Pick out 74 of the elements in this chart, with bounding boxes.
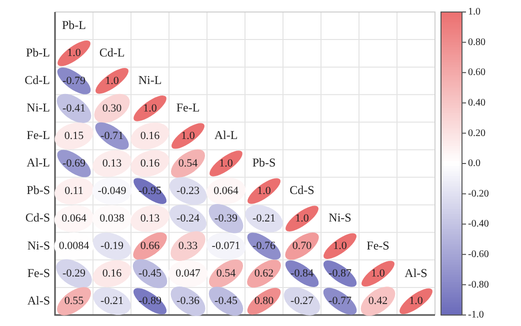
data-label: -0.19 xyxy=(100,240,124,252)
data-label: 0.80 xyxy=(254,295,274,308)
data-label: 0.16 xyxy=(140,157,160,170)
data-label: -0.23 xyxy=(176,184,200,197)
y-tick-label: Al-L xyxy=(26,156,50,170)
data-label: 1.0 xyxy=(409,295,424,308)
color-bar-label: 0.60 xyxy=(468,67,486,78)
data-label: 1.0 xyxy=(257,184,272,197)
y-tick-label: Cd-L xyxy=(24,73,50,88)
data-label: 1.0 xyxy=(67,47,82,60)
data-label: -0.71 xyxy=(100,130,124,142)
data-label: -0.21 xyxy=(100,295,124,308)
y-tick-label: Al-S xyxy=(27,293,50,308)
color-bar-label: -0.60 xyxy=(468,249,489,260)
data-label: 0.11 xyxy=(64,184,84,197)
data-label: -0.69 xyxy=(62,157,86,170)
data-label: -0.049 xyxy=(98,184,127,197)
data-label: -0.071 xyxy=(212,240,240,252)
data-label: 0.13 xyxy=(102,157,122,170)
data-label: -0.77 xyxy=(328,295,352,308)
data-label: -0.24 xyxy=(176,212,200,224)
data-label: 0.038 xyxy=(100,212,125,224)
data-label: 0.42 xyxy=(368,295,388,308)
data-label: 0.33 xyxy=(178,240,198,252)
color-bar-label: 1.0 xyxy=(468,6,480,18)
color-bar-label: -1.0 xyxy=(468,310,484,321)
y-tick-label: Pb-L xyxy=(26,45,50,60)
data-label: 1.0 xyxy=(105,74,120,87)
y-tick-label: Pb-S xyxy=(26,183,50,198)
data-label: 0.55 xyxy=(64,295,84,308)
data-label: 0.064 xyxy=(62,212,87,224)
y-tick-label: Fe-L xyxy=(26,128,50,142)
data-label: 0.064 xyxy=(214,184,239,197)
y-tick-label: Fe-S xyxy=(27,266,50,280)
data-label: -0.89 xyxy=(138,295,162,308)
data-label: -0.45 xyxy=(214,295,238,308)
data-label: 1.0 xyxy=(219,157,234,170)
data-label: -0.29 xyxy=(62,268,86,280)
data-label: -0.39 xyxy=(214,212,238,224)
data-label: 1.0 xyxy=(295,212,310,224)
color-bar-label: -0.40 xyxy=(468,218,489,230)
data-label: 0.16 xyxy=(102,268,122,280)
data-label: 0.13 xyxy=(140,212,160,224)
y-tick-label: Ni-S xyxy=(27,238,50,252)
data-label: -0.27 xyxy=(290,295,314,308)
data-label: 0.047 xyxy=(176,268,201,280)
data-label: 1.0 xyxy=(181,130,196,142)
data-label: -0.41 xyxy=(62,102,86,114)
color-bar-label: 0.20 xyxy=(468,128,486,139)
data-label: 0.62 xyxy=(254,268,274,280)
data-label: 0.0084 xyxy=(58,240,90,252)
data-label: 0.30 xyxy=(102,102,122,114)
y-tick-label: Ni-L xyxy=(26,100,50,115)
data-label: 1.0 xyxy=(333,240,348,252)
data-label: -0.79 xyxy=(62,74,86,87)
data-label: -0.45 xyxy=(138,268,162,280)
data-label: 0.54 xyxy=(216,268,236,280)
data-label: 0.15 xyxy=(64,130,84,142)
color-bar-label: 0.80 xyxy=(468,36,486,48)
data-label: -0.84 xyxy=(290,268,314,280)
data-label: -0.21 xyxy=(252,212,276,224)
color-bar-label: 0.40 xyxy=(468,98,486,109)
data-label: 1.0 xyxy=(143,102,158,114)
data-label: 0.70 xyxy=(292,240,312,252)
data-label: 0.54 xyxy=(178,157,198,170)
data-label: 1.0 xyxy=(371,268,386,280)
color-bar-label: -0.80 xyxy=(468,279,489,290)
data-label: -0.36 xyxy=(176,295,200,308)
color-bar-label: 0.0 xyxy=(468,158,480,170)
data-label: 0.66 xyxy=(140,240,160,252)
data-label: -0.76 xyxy=(252,240,276,252)
color-bar-label: -0.20 xyxy=(468,188,489,200)
data-label: 0.16 xyxy=(140,130,160,142)
y-tick-label: Cd-S xyxy=(25,210,50,225)
